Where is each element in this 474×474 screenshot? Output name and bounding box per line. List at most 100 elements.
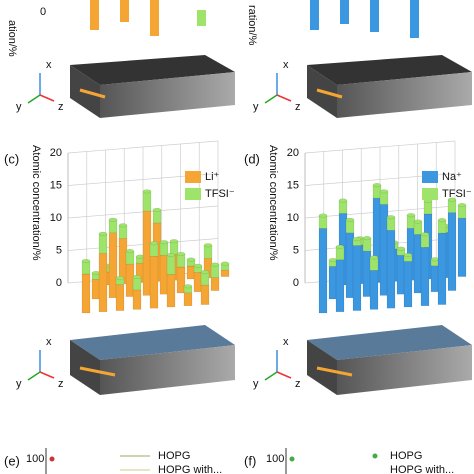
bar-cap <box>335 244 345 249</box>
bar-segment <box>457 217 467 277</box>
bar-segment <box>318 228 328 314</box>
top-left-cropped: ation/% 0 <box>6 0 206 57</box>
axis-letter: x <box>46 59 52 71</box>
bar-cap <box>152 207 162 212</box>
bar-cap <box>118 223 128 228</box>
axis-arrow <box>276 94 292 102</box>
bar-segment <box>403 261 413 308</box>
axis-letter: x <box>46 336 52 348</box>
bar-cap <box>457 203 467 208</box>
bar-cap <box>200 270 210 275</box>
bar-cap <box>372 183 382 188</box>
bar-cap <box>183 284 193 289</box>
axis-arrow <box>27 94 41 104</box>
bar-cap <box>413 219 423 224</box>
bar-segment <box>447 212 457 291</box>
bar-segment <box>115 284 125 311</box>
legend-swatch <box>422 171 438 183</box>
legend-label: TFSI⁻ <box>442 188 472 200</box>
bar-cap <box>386 215 396 220</box>
bar-cap <box>125 249 135 254</box>
legend-swatch <box>185 188 201 200</box>
bar-segment <box>98 233 108 254</box>
y-tick-label: 10 <box>287 212 299 224</box>
tick: 0 <box>40 6 46 18</box>
bar-cap <box>166 252 176 257</box>
bar-cap <box>115 276 125 281</box>
bar-segment <box>335 259 345 313</box>
axis-arrow <box>39 371 55 379</box>
panel-label: (c) <box>4 151 19 166</box>
legend-label: Li⁺ <box>205 171 220 183</box>
axis-letter: y <box>16 378 22 390</box>
bar-cap <box>132 274 142 279</box>
axis-arrow <box>264 371 278 381</box>
bar-cap <box>369 255 379 260</box>
bar-cap <box>193 263 203 268</box>
bar-segment <box>183 292 193 307</box>
bar-cap <box>98 231 108 236</box>
legend-label: HOPG with... <box>390 464 454 474</box>
bar-cap <box>318 213 328 218</box>
tick: 100 <box>26 453 44 465</box>
bar-cap <box>203 243 213 248</box>
y-tick-label: 15 <box>50 179 62 191</box>
axis-arrow <box>27 371 41 381</box>
slab <box>307 55 472 118</box>
bar-cap <box>437 218 447 223</box>
legend-label: Na⁺ <box>442 171 462 183</box>
bar-cap <box>108 217 118 222</box>
bar-cap <box>220 261 230 266</box>
bar-cap <box>420 232 430 237</box>
bar-segment <box>98 253 108 313</box>
axis-arrow <box>264 94 278 104</box>
y-tick-label: 20 <box>287 147 299 159</box>
bar-segment <box>210 277 220 291</box>
axis-letter: y <box>253 378 259 390</box>
y-tick-label: 10 <box>50 212 62 224</box>
axis-letter: x <box>283 336 289 348</box>
slab <box>70 325 235 395</box>
y-label: ration/% <box>246 5 258 46</box>
top-right-cropped: ration/% <box>246 0 419 46</box>
slab <box>70 55 235 118</box>
legend-label: TFSI⁻ <box>205 188 235 200</box>
y-tick-label: 0 <box>56 277 62 289</box>
panel-label: (f) <box>244 453 256 468</box>
axis-arrow <box>276 371 292 379</box>
bar-cap <box>396 246 406 251</box>
bar-segment <box>142 191 152 212</box>
bar-cap <box>169 239 179 244</box>
legend-label: HOPG <box>158 450 190 462</box>
bar-segment <box>149 255 159 309</box>
legend-label: HOPG <box>390 450 422 462</box>
bar-cap <box>379 189 389 194</box>
bar-cap <box>403 252 413 257</box>
slab <box>307 325 472 395</box>
axis-letter: z <box>295 378 301 390</box>
bar-cap <box>159 240 169 245</box>
y-label: Atomic concentration/% <box>30 145 42 261</box>
y-tick-label: 15 <box>287 179 299 191</box>
axis-letter: z <box>58 101 64 113</box>
bar-cap <box>142 189 152 194</box>
legend-label: HOPG with... <box>158 464 222 474</box>
bar-segment <box>369 270 379 310</box>
bar-cap <box>406 213 416 218</box>
bar-segment <box>220 269 230 277</box>
bar-cap <box>362 236 372 241</box>
bar-cap <box>338 198 348 203</box>
axis-letter: z <box>295 101 301 113</box>
bar-cap <box>345 217 355 222</box>
bar-segment <box>166 254 176 275</box>
bar-segment <box>132 289 142 310</box>
axis-arrow <box>39 94 55 102</box>
bar-segment <box>352 245 362 311</box>
legend-swatch <box>422 188 438 200</box>
bar-segment <box>81 273 91 314</box>
y-label: ation/% <box>6 20 18 57</box>
bar-cap <box>149 241 159 246</box>
tick: 100 <box>266 453 284 465</box>
bar-segment <box>420 247 430 307</box>
